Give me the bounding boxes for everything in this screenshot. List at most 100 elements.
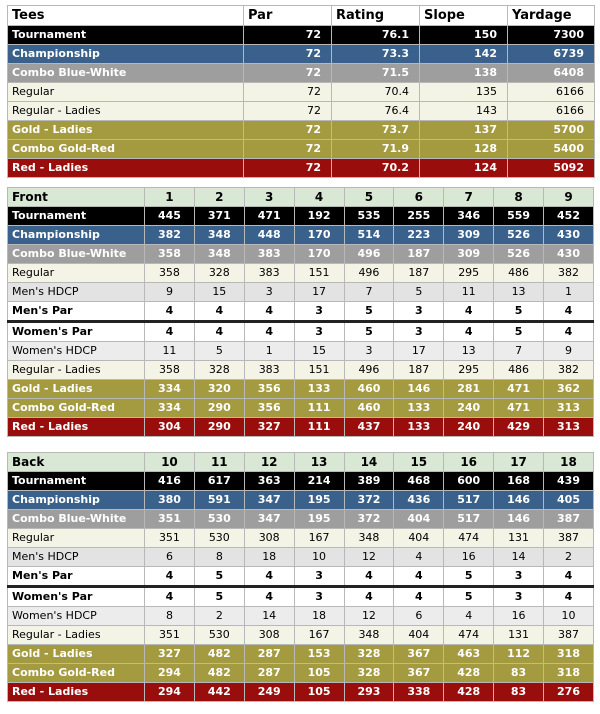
hole-number: 6	[393, 187, 445, 207]
hole-value: 439	[543, 471, 594, 491]
hole-value: 358	[144, 360, 195, 380]
hole-value: 3	[243, 282, 295, 302]
hole-value: 460	[343, 398, 395, 418]
hole-value: 170	[293, 244, 345, 264]
row-label: Women's HDCP	[7, 341, 145, 361]
hole-value: 223	[393, 225, 445, 245]
yardage-row-regular: Regular 358 328 383 151 496 187 295 486 382	[7, 263, 594, 283]
tee-row-red-ladies: Red - Ladies 72 70.2 124 5092	[7, 158, 595, 178]
tee-yardage: 5400	[507, 139, 595, 159]
hole-value: 535	[343, 206, 395, 226]
hole-value: 514	[343, 225, 395, 245]
hole-number: 3	[243, 187, 295, 207]
yardage-row-gold-ladies: Gold - Ladies 334 320 356 133 460 146 281 471 362	[7, 379, 594, 399]
tee-rating: 76.1	[331, 25, 420, 45]
tee-rating: 70.4	[331, 82, 420, 102]
hole-value: 387	[543, 528, 594, 548]
hole-value: 3	[293, 321, 345, 342]
hole-value: 460	[343, 379, 395, 399]
tee-slope: 143	[419, 101, 508, 121]
hole-value: 416	[144, 471, 195, 491]
hole-number: 7	[443, 187, 495, 207]
hole-value: 7	[493, 341, 544, 361]
hole-value: 448	[243, 225, 295, 245]
hole-value: 287	[243, 663, 295, 683]
hole-value: 362	[543, 379, 594, 399]
hole-value: 617	[193, 471, 245, 491]
hole-value: 14	[243, 606, 295, 626]
tee-rating: 70.2	[331, 158, 420, 178]
hole-value: 347	[243, 490, 295, 510]
hole-value: 318	[543, 644, 594, 664]
hole-value: 327	[243, 417, 295, 437]
hole-value: 111	[293, 417, 345, 437]
hole-value: 4	[144, 301, 195, 323]
hole-value: 5	[443, 566, 495, 588]
hole-value: 372	[343, 509, 395, 529]
tee-slope: 135	[419, 82, 508, 102]
tee-yardage: 5700	[507, 120, 595, 140]
hole-value: 10	[293, 547, 345, 567]
yardage-row-regular: Regular 351 530 308 167 348 404 474 131 387	[7, 528, 594, 548]
hole-value: 430	[543, 244, 594, 264]
hole-value: 367	[393, 644, 445, 664]
hole-value: 471	[493, 379, 544, 399]
hole-value: 380	[144, 490, 195, 510]
tee-rating: 71.9	[331, 139, 420, 159]
row-label: Men's HDCP	[7, 282, 145, 302]
hole-value: 383	[243, 244, 295, 264]
hole-value: 4	[243, 321, 295, 342]
hole-value: 15	[293, 341, 345, 361]
row-label: Combo Gold-Red	[7, 398, 145, 418]
row-label: Combo Gold-Red	[7, 663, 145, 683]
row-label: Tournament	[7, 471, 145, 491]
hole-number-header-row: Back 10 11 12 13 14 15 16 17 18	[7, 452, 594, 472]
tee-slope: 138	[419, 63, 508, 83]
hole-value: 240	[443, 417, 495, 437]
yardage-row-combo-gold-red: Combo Gold-Red 334 290 356 111 460 133 240 471 31…	[7, 398, 594, 418]
hole-value: 496	[343, 360, 395, 380]
hole-value: 436	[393, 490, 445, 510]
tee-yardage: 6166	[507, 101, 595, 121]
hole-value: 430	[543, 225, 594, 245]
hole-value: 348	[343, 625, 395, 645]
hole-value: 4	[343, 566, 395, 588]
hole-value: 308	[243, 625, 295, 645]
tee-yardage: 5092	[507, 158, 595, 178]
tee-rating: 71.5	[331, 63, 420, 83]
tee-name: Combo Blue-White	[7, 63, 244, 83]
yardage-row-combo-blue-white: Combo Blue-White 351 530 347 195 372 404 517 146…	[7, 509, 594, 529]
hole-value: 146	[393, 379, 445, 399]
hole-value: 151	[293, 263, 345, 283]
hole-value: 356	[243, 379, 295, 399]
hole-value: 2	[543, 547, 594, 567]
hole-value: 111	[293, 398, 345, 418]
hole-value: 4	[243, 586, 295, 607]
hole-number: 5	[343, 187, 395, 207]
hole-value: 5	[193, 341, 245, 361]
hole-value: 295	[443, 263, 495, 283]
hole-value: 170	[293, 225, 345, 245]
hole-value: 347	[243, 509, 295, 529]
hole-value: 328	[193, 360, 245, 380]
tee-par: 72	[243, 25, 332, 45]
hole-value: 105	[293, 682, 345, 702]
hole-value: 471	[493, 398, 544, 418]
hole-value: 4	[144, 586, 195, 607]
yardage-row-tournament: Tournament 445 371 471 192 535 255 346 559 452	[7, 206, 594, 226]
yardage-row-championship: Championship 380 591 347 195 372 436 517 146 405	[7, 490, 594, 510]
row-label: Combo Blue-White	[7, 244, 145, 264]
hole-value: 4	[243, 301, 295, 323]
hole-value: 309	[443, 225, 495, 245]
hole-value: 382	[543, 360, 594, 380]
hole-value: 428	[443, 682, 495, 702]
hole-value: 4	[443, 606, 495, 626]
hole-value: 4	[543, 586, 594, 607]
hole-value: 383	[243, 360, 295, 380]
hole-value: 131	[493, 625, 544, 645]
tee-yardage: 7300	[507, 25, 595, 45]
hole-value: 320	[193, 379, 245, 399]
hole-value: 195	[293, 490, 345, 510]
tee-name: Combo Gold-Red	[7, 139, 244, 159]
hole-value: 334	[144, 379, 195, 399]
